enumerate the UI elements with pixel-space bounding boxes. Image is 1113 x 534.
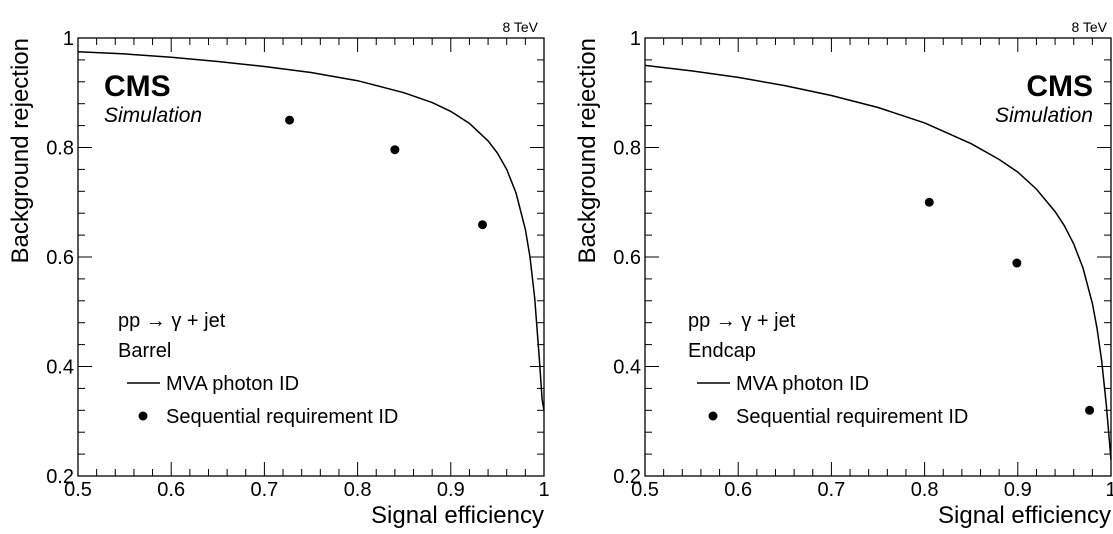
sequential-id-point: [1012, 258, 1022, 268]
y-tick-label: 0.4: [613, 357, 641, 379]
y-tick-label: 0.8: [613, 138, 641, 160]
legend-marker-swatch: [708, 411, 718, 421]
x-tick-label: 0.5: [631, 479, 659, 501]
legend-line-label: MVA photon ID: [166, 373, 299, 395]
legend-region: Endcap: [688, 340, 756, 362]
x-tick-label: 0.7: [817, 479, 845, 501]
energy-label: 8 TeV: [1071, 19, 1107, 35]
x-tick-label: 0.9: [437, 479, 465, 501]
legend-region: Barrel: [118, 340, 171, 362]
cms-label: CMS: [1026, 70, 1093, 103]
y-tick-label: 0.6: [613, 247, 641, 269]
cms-label: CMS: [104, 70, 171, 103]
x-tick-label: 1: [1105, 479, 1113, 501]
simulation-label: Simulation: [104, 104, 202, 127]
sequential-id-point: [285, 115, 295, 125]
x-tick-label: 1: [538, 479, 549, 501]
x-tick-label: 0.9: [1004, 479, 1032, 501]
x-tick-label: 0.6: [157, 479, 185, 501]
x-tick-label: 0.5: [64, 479, 92, 501]
x-tick-label: 0.8: [344, 479, 372, 501]
y-axis-label: Background rejection: [7, 38, 34, 263]
legend-line-label: MVA photon ID: [736, 373, 869, 395]
x-tick-label: 0.8: [911, 479, 939, 501]
sequential-id-point: [390, 145, 400, 155]
mva-roc-curve: [644, 64, 1112, 460]
legend-marker-label: Sequential requirement ID: [166, 406, 398, 428]
y-axis-label: Background rejection: [574, 38, 601, 263]
y-tick-label: 0.6: [46, 247, 74, 269]
legend-marker-label: Sequential requirement ID: [736, 406, 968, 428]
y-tick-label: 0.2: [46, 466, 74, 488]
legend-process: pp → γ + jet: [688, 310, 796, 332]
y-tick-label: 1: [630, 28, 641, 50]
x-axis-label: Signal efficiency: [938, 502, 1111, 529]
x-axis-label: Signal efficiency: [371, 502, 544, 529]
legend-marker-swatch: [138, 411, 148, 421]
legend-process: pp → γ + jet: [118, 310, 226, 332]
simulation-label: Simulation: [995, 104, 1093, 127]
sequential-id-point: [1085, 405, 1095, 415]
y-tick-label: 0.8: [46, 138, 74, 160]
sequential-id-point: [477, 220, 487, 230]
x-tick-label: 0.6: [724, 479, 752, 501]
y-tick-label: 0.2: [613, 466, 641, 488]
x-tick-label: 0.7: [250, 479, 278, 501]
y-tick-label: 0.4: [46, 357, 74, 379]
energy-label: 8 TeV: [502, 19, 538, 35]
sequential-id-point: [924, 197, 934, 207]
y-tick-label: 1: [63, 28, 74, 50]
mva-roc-curve: [77, 50, 545, 411]
